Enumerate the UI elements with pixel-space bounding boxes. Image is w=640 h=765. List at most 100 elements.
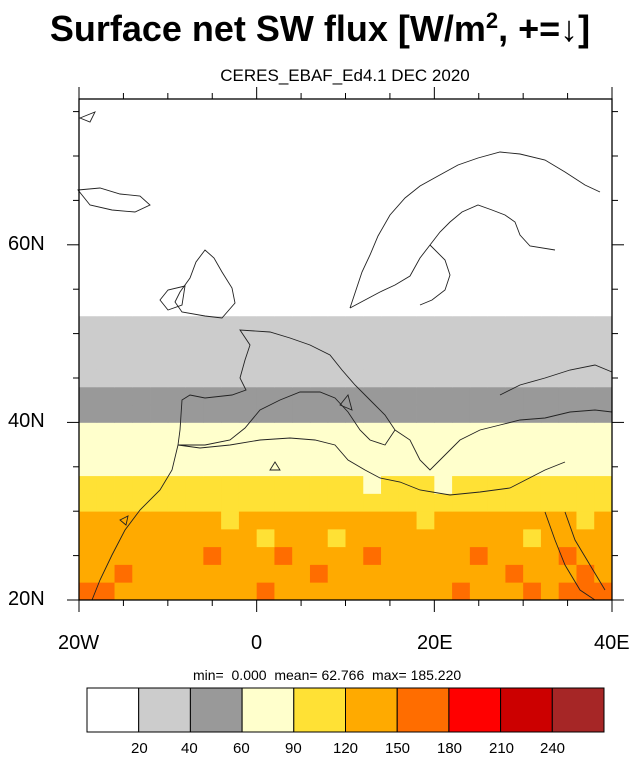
grid-cell bbox=[363, 422, 382, 441]
grid-cell bbox=[576, 440, 595, 459]
grid-cell bbox=[398, 404, 417, 423]
grid-cell bbox=[309, 404, 329, 423]
grid-cell bbox=[452, 369, 471, 388]
grid-cell bbox=[452, 475, 471, 494]
grid-cell bbox=[327, 582, 346, 601]
grid-cell bbox=[523, 564, 542, 583]
grid-cell bbox=[132, 351, 151, 370]
grid-cell bbox=[523, 582, 542, 601]
grid-cell bbox=[96, 333, 115, 352]
grid-cell bbox=[167, 546, 186, 565]
grid-cell bbox=[238, 315, 258, 334]
grid-cell bbox=[594, 298, 613, 317]
grid-cell bbox=[185, 298, 204, 317]
grid-cell bbox=[167, 582, 186, 601]
grid-cell bbox=[363, 315, 382, 334]
grid-cell bbox=[256, 528, 275, 548]
grid-cell bbox=[96, 475, 115, 494]
grid-cell bbox=[114, 298, 133, 317]
grid-cell bbox=[79, 457, 98, 477]
grid-cell bbox=[274, 546, 293, 565]
grid-cell bbox=[398, 351, 417, 370]
grid-cell bbox=[150, 369, 169, 388]
grid-cell bbox=[452, 351, 471, 370]
grid-cell bbox=[576, 333, 595, 352]
grid-cell bbox=[487, 369, 506, 388]
grid-cell bbox=[96, 546, 115, 565]
grid-cell bbox=[150, 564, 169, 583]
grid-cell bbox=[150, 386, 169, 406]
grid-cell bbox=[221, 475, 240, 494]
grid-cell bbox=[363, 475, 382, 494]
grid-cell bbox=[434, 475, 453, 494]
grid-cell bbox=[416, 351, 435, 370]
grid-cell bbox=[416, 493, 435, 512]
grid-cell bbox=[594, 404, 613, 423]
grid-cell bbox=[345, 564, 364, 583]
grid-cell bbox=[487, 315, 506, 334]
grid-cell bbox=[256, 315, 275, 334]
grid-cell bbox=[309, 386, 329, 406]
grid-cell bbox=[523, 457, 542, 477]
grid-cell bbox=[327, 528, 346, 548]
grid-cell bbox=[132, 511, 151, 530]
grid-cell bbox=[203, 511, 222, 530]
grid-cell bbox=[203, 475, 222, 494]
grid-cell bbox=[505, 440, 524, 459]
grid-cell bbox=[523, 475, 542, 494]
grid-cell bbox=[381, 404, 400, 423]
grid-cell bbox=[398, 546, 417, 565]
grid-cell bbox=[540, 369, 560, 388]
grid-cell bbox=[363, 528, 382, 548]
grid-cell bbox=[416, 457, 435, 477]
grid-cell bbox=[363, 369, 382, 388]
y-tick-label-40n: 40N bbox=[8, 410, 45, 432]
grid-cell bbox=[79, 298, 98, 317]
grid-cell bbox=[540, 582, 560, 601]
grid-cell bbox=[398, 511, 417, 530]
grid-cell bbox=[363, 564, 382, 583]
grid-cell bbox=[114, 564, 133, 583]
grid-cell bbox=[292, 457, 311, 477]
grid-cell bbox=[203, 493, 222, 512]
grid-cell bbox=[523, 440, 542, 459]
grid-cell bbox=[505, 315, 524, 334]
colorbar-label-40: 40 bbox=[181, 740, 198, 757]
grid-cell bbox=[185, 564, 204, 583]
grid-cell bbox=[150, 528, 169, 548]
grid-cell bbox=[540, 546, 560, 565]
grid-cell bbox=[132, 315, 151, 334]
grid-cell bbox=[327, 493, 346, 512]
grid-cell bbox=[434, 404, 453, 423]
grid-cell bbox=[487, 440, 506, 459]
grid-cell bbox=[469, 564, 489, 583]
grid-cell bbox=[292, 493, 311, 512]
grid-cell bbox=[381, 386, 400, 406]
grid-cell bbox=[132, 440, 151, 459]
grid-cell bbox=[79, 582, 98, 601]
grid-cell bbox=[540, 493, 560, 512]
grid-cell bbox=[416, 440, 435, 459]
grid-cell bbox=[96, 404, 115, 423]
grid-cell bbox=[345, 386, 364, 406]
grid-cell bbox=[185, 475, 204, 494]
grid-cell bbox=[327, 546, 346, 565]
grid-cell bbox=[505, 511, 524, 530]
grid-cell bbox=[469, 511, 489, 530]
grid-cell bbox=[487, 298, 506, 317]
grid-cell bbox=[221, 457, 240, 477]
grid-cell bbox=[576, 493, 595, 512]
grid-cell bbox=[558, 298, 577, 317]
grid-cell bbox=[238, 404, 258, 423]
grid-cell bbox=[416, 511, 435, 530]
grid-cell bbox=[150, 546, 169, 565]
grid-cell bbox=[452, 546, 471, 565]
grid-cell bbox=[381, 333, 400, 352]
grid-cell bbox=[558, 475, 577, 494]
grid-cell bbox=[469, 386, 489, 406]
grid-cell bbox=[256, 333, 275, 352]
grid-cell bbox=[558, 440, 577, 459]
grid-cell bbox=[327, 315, 346, 334]
colorbar-swatch bbox=[241, 687, 295, 733]
